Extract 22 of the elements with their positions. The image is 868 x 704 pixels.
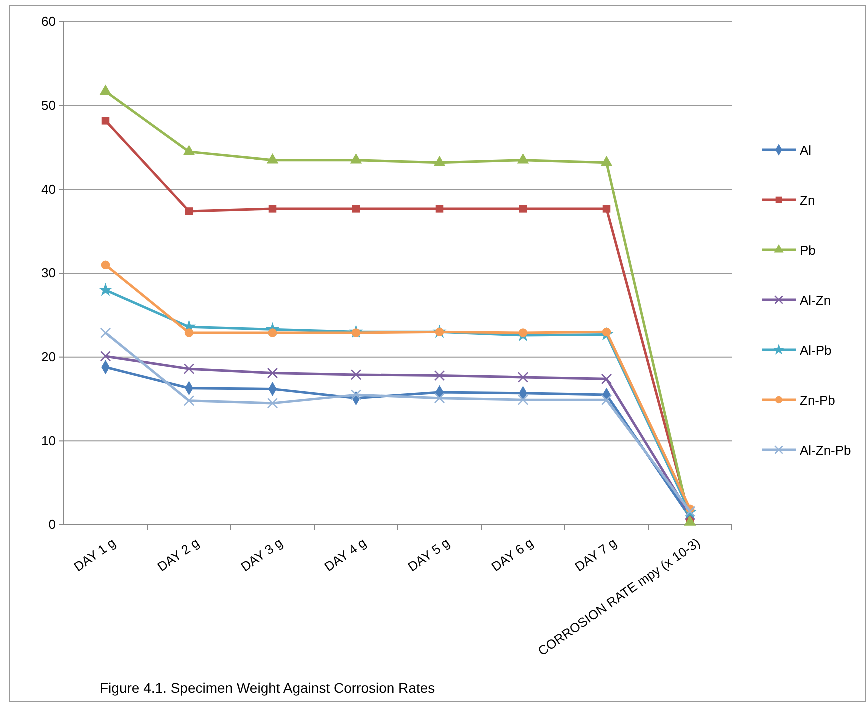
legend-label: Al — [800, 143, 812, 158]
x-tick-label: DAY 4 g — [322, 535, 369, 575]
x-tick-label: DAY 5 g — [405, 535, 452, 575]
x-tick-label: DAY 2 g — [154, 535, 202, 575]
legend-label: Al-Pb — [800, 343, 832, 358]
legend-label: Pb — [800, 243, 816, 258]
y-tick-label: 50 — [42, 98, 56, 113]
x-tick-label: DAY 6 g — [488, 535, 536, 575]
caption: Figure 4.1. Specimen Weight Against Corrosion Rates — [100, 680, 436, 696]
legend-label: Zn-Pb — [800, 393, 836, 408]
legend-label: Al-Zn-Pb — [800, 443, 852, 458]
x-tick-label: DAY 3 g — [238, 535, 286, 575]
legend-label: Zn — [800, 193, 816, 208]
y-tick-label: 10 — [42, 433, 56, 448]
legend-label: Al-Zn — [800, 293, 832, 308]
y-tick-label: 20 — [42, 349, 56, 364]
y-tick-label: 40 — [42, 182, 56, 197]
y-tick-label: 30 — [42, 266, 56, 281]
x-tick-label: DAY 1 g — [71, 535, 118, 575]
y-tick-label: 60 — [42, 14, 56, 30]
y-tick-label: 0 — [48, 517, 56, 532]
x-tick-label: DAY 7 g — [572, 535, 620, 575]
